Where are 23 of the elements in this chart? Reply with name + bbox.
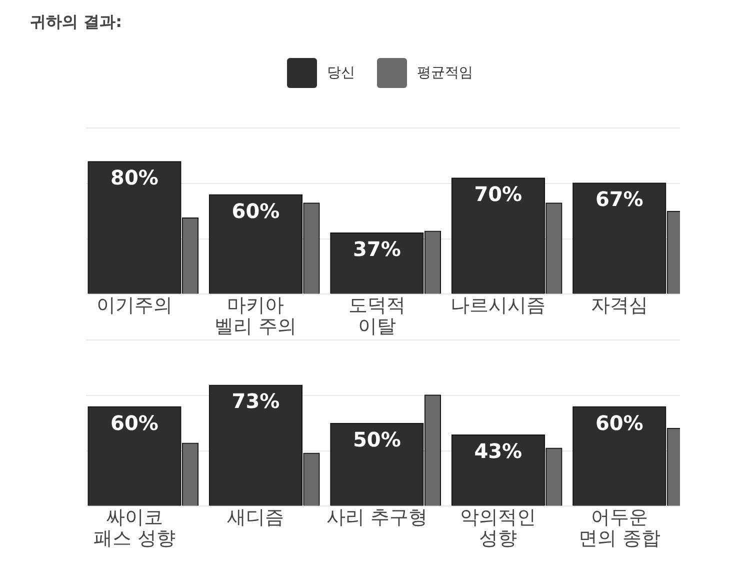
legend-label: 평균적임 bbox=[417, 64, 473, 82]
data-label: 60% bbox=[110, 410, 158, 435]
x-tick-label: 사리 추구형 bbox=[326, 506, 428, 529]
data-label: 80% bbox=[110, 166, 158, 190]
legend-label: 당신 bbox=[327, 64, 355, 82]
data-label: 60% bbox=[595, 410, 644, 435]
x-tick-label: 싸이코 패스 성향 bbox=[93, 506, 176, 550]
data-label: 50% bbox=[353, 427, 401, 452]
x-tick-label: 마키아 벨리 주의 bbox=[214, 294, 297, 338]
x-tick-label: 어두운 면의 종합 bbox=[578, 506, 660, 550]
x-tick-label: 자격심 bbox=[590, 294, 648, 317]
data-label: 60% bbox=[232, 198, 280, 223]
x-tick-label: 나르시시즘 bbox=[450, 294, 546, 317]
data-label: 67% bbox=[595, 187, 644, 212]
x-tick-label: 새디즘 bbox=[227, 506, 284, 529]
data-label: 70% bbox=[474, 182, 522, 206]
x-tick-label: 악의적인 성향 bbox=[460, 506, 536, 550]
chart-title: 귀하의 결과: bbox=[30, 12, 122, 33]
data-label: 73% bbox=[232, 389, 280, 414]
x-tick-label: 도덕적 이탈 bbox=[348, 294, 406, 338]
data-label: 37% bbox=[353, 236, 401, 261]
data-label: 43% bbox=[474, 439, 522, 464]
x-tick-label: 이기주의 bbox=[96, 294, 172, 317]
